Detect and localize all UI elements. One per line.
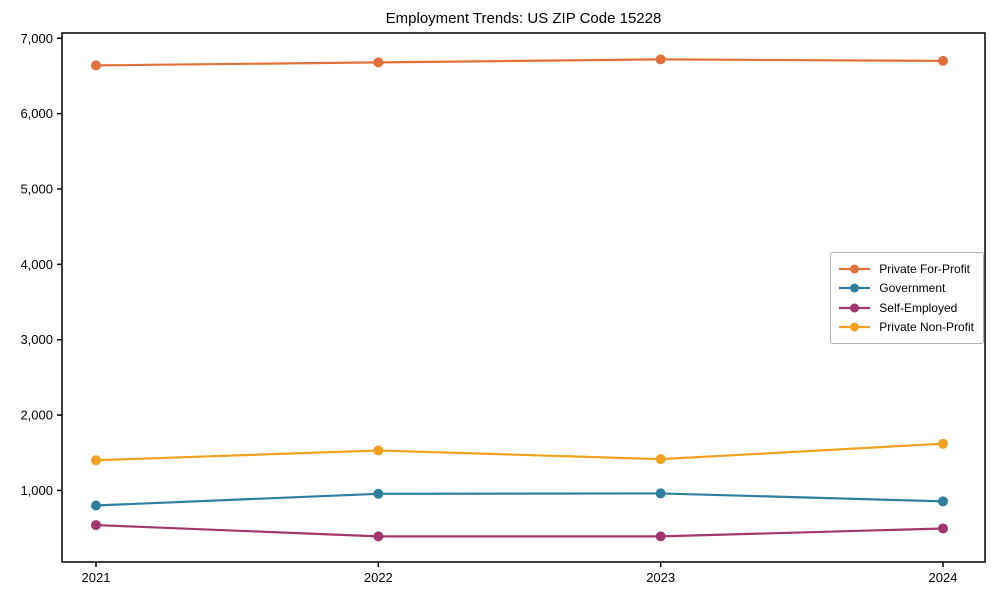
series-line-government (95, 492, 944, 507)
x-tick-label: 2022 (364, 570, 393, 585)
legend-item-government: Government (838, 279, 974, 299)
legend-marker-self-employed-icon (839, 303, 871, 313)
legend-label-private-for-profit: Private For-Profit (879, 261, 970, 276)
legend-marker-private-non-profit-icon (839, 322, 871, 332)
data-point-private-for-profit (655, 54, 666, 65)
data-point-private-for-profit (91, 60, 101, 71)
data-point-government (91, 500, 101, 511)
data-point-self-employed (655, 531, 666, 542)
data-point-private-non-profit (91, 455, 101, 466)
data-point-government (373, 488, 384, 499)
data-point-self-employed (373, 531, 384, 542)
legend: Private For-Profit Government Self-Emplo… (830, 252, 984, 344)
data-point-private-non-profit (938, 438, 948, 449)
y-tick-label: 6,000 (20, 106, 53, 121)
y-tick-label: 2,000 (20, 408, 53, 423)
chart-title: Employment Trends: US ZIP Code 15228 (385, 10, 662, 27)
series-line-private-for-profit (95, 58, 944, 67)
plot-frame (61, 32, 986, 563)
y-tick-label: 7,000 (20, 31, 53, 46)
legend-item-private-non-profit: Private Non-Profit (838, 318, 974, 338)
legend-item-self-employed: Self-Employed (838, 298, 974, 318)
legend-label-government: Government (879, 281, 946, 296)
data-point-private-non-profit (655, 454, 666, 465)
legend-label-private-non-profit: Private Non-Profit (879, 320, 974, 335)
data-point-private-for-profit (938, 55, 948, 66)
data-point-private-non-profit (373, 445, 384, 456)
x-tick-label: 2023 (646, 570, 675, 585)
series-line-private-non-profit (95, 442, 944, 462)
legend-marker-private-for-profit-icon (839, 264, 871, 274)
legend-marker-government-icon (839, 283, 871, 293)
x-tick-label: 2024 (929, 570, 958, 585)
x-tick-label: 2021 (82, 570, 111, 585)
data-point-self-employed (91, 520, 101, 531)
y-tick-label: 4,000 (20, 257, 53, 272)
data-point-private-for-profit (373, 57, 384, 68)
y-tick-label: 3,000 (20, 332, 53, 347)
legend-item-private-for-profit: Private For-Profit (838, 259, 974, 279)
data-point-government (655, 488, 666, 499)
y-tick-label: 1,000 (20, 483, 53, 498)
legend-label-self-employed: Self-Employed (879, 300, 958, 315)
series-line-self-employed (95, 523, 944, 538)
data-point-self-employed (938, 523, 948, 534)
data-point-government (938, 496, 948, 507)
y-tick-label: 5,000 (20, 181, 53, 196)
